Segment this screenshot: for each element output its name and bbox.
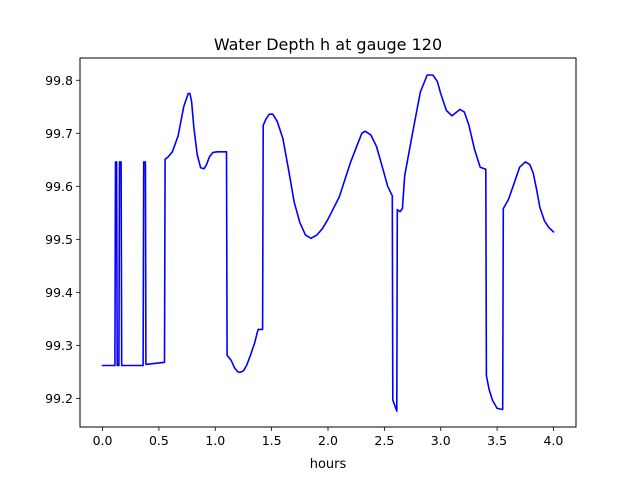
- x-tick-label: 1.5: [262, 433, 282, 448]
- chart-title: Water Depth h at gauge 120: [214, 35, 442, 54]
- x-tick-label: 3.5: [487, 433, 507, 448]
- x-tick-label: 0.5: [149, 433, 169, 448]
- axes-frame: [79, 57, 577, 428]
- y-tick-label: 99.6: [45, 179, 73, 194]
- y-tick-label: 99.4: [45, 285, 73, 300]
- y-tick-label: 99.5: [45, 232, 73, 247]
- x-tick-label: 3.0: [431, 433, 451, 448]
- y-tick-label: 99.3: [45, 338, 73, 353]
- y-tick-label: 99.7: [45, 126, 73, 141]
- y-axis: 99.2 99.3 99.4 99.5 99.6 99.7 99.8: [45, 73, 80, 406]
- x-tick-label: 2.5: [374, 433, 394, 448]
- y-tick-label: 99.8: [45, 73, 73, 88]
- x-axis: 0.0 0.5 1.0 1.5 2.0 2.5 3.0 3.5 4.0: [93, 427, 564, 448]
- plot-area: [101, 74, 555, 412]
- x-tick-label: 2.0: [318, 433, 338, 448]
- y-tick-label: 99.2: [45, 391, 73, 406]
- series-line: [101, 74, 555, 412]
- x-axis-label: hours: [310, 457, 347, 472]
- x-tick-label: 0.0: [93, 433, 113, 448]
- x-tick-label: 1.0: [205, 433, 225, 448]
- x-tick-label: 4.0: [544, 433, 564, 448]
